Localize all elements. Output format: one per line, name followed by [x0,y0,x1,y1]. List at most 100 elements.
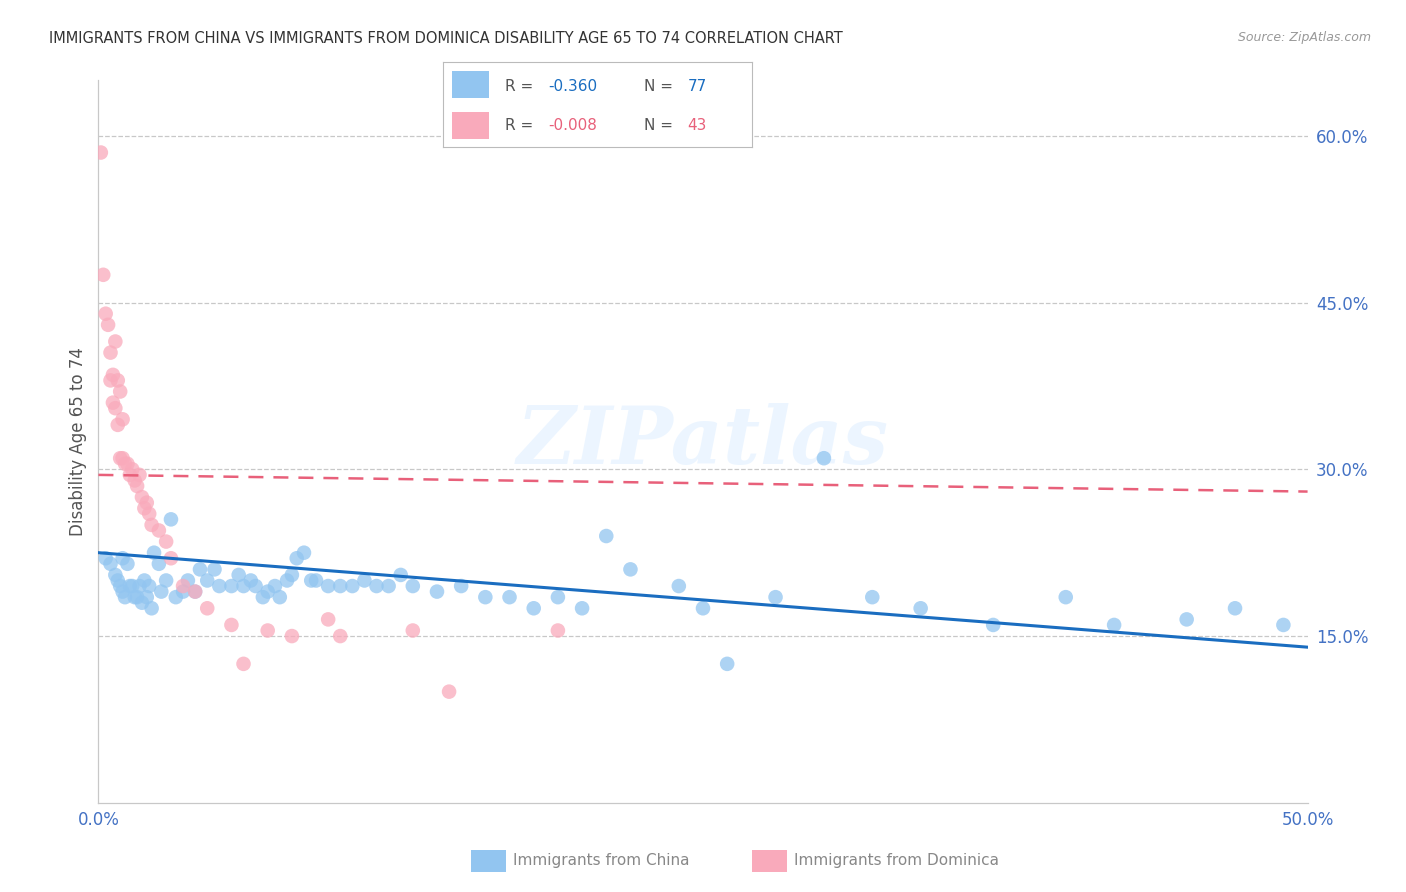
Point [114,457,136,471]
Point [94,551,117,566]
Point [692,601,714,615]
FancyBboxPatch shape [453,112,489,139]
Point [141,601,163,615]
Point [221,618,243,632]
Point [668,579,690,593]
Point [128,579,150,593]
Point [111,451,134,466]
Point [316,579,339,593]
Text: N =: N = [644,119,678,134]
Point [450,579,472,593]
Point [100,345,122,359]
Point [860,590,883,604]
Point [128,467,150,482]
Text: 77: 77 [688,78,706,94]
Point [221,579,243,593]
Point [523,601,546,615]
Point [402,579,425,593]
Point [148,524,170,538]
Point [342,579,364,593]
Point [124,474,146,488]
Point [91,268,114,282]
Point [402,624,425,638]
Point [121,579,143,593]
Point [195,574,218,588]
Point [172,579,194,593]
Point [131,490,153,504]
Point [114,590,136,604]
Point [353,574,375,588]
Point [281,568,304,582]
Point [232,579,254,593]
Point [94,307,117,321]
Point [108,579,131,593]
Point [299,574,322,588]
Point [276,574,298,588]
Point [104,401,127,416]
Point [90,145,112,160]
Point [1102,618,1125,632]
Point [134,501,156,516]
Point [252,590,274,604]
Point [377,579,399,593]
Point [1223,601,1246,615]
Point [150,584,173,599]
Point [143,546,166,560]
Point [117,457,139,471]
Point [474,590,496,604]
Point [269,590,291,604]
Point [118,467,141,482]
Point [1272,618,1295,632]
Point [1175,612,1198,626]
Point [256,624,278,638]
Point [97,318,120,332]
Point [389,568,412,582]
Point [111,551,134,566]
Point [165,590,187,604]
Point [264,579,287,593]
Point [118,579,141,593]
Point [104,568,127,582]
Point [329,579,352,593]
Point [100,373,122,387]
Point [765,590,787,604]
Point [117,557,139,571]
Point [172,584,194,599]
Point [426,584,449,599]
Text: -0.008: -0.008 [548,119,598,134]
Point [108,451,131,466]
Point [141,517,163,532]
Point [135,590,157,604]
Point [366,579,388,593]
Text: R =: R = [505,78,538,94]
Point [285,551,308,566]
Point [111,412,134,426]
Point [619,562,641,576]
Text: IMMIGRANTS FROM CHINA VS IMMIGRANTS FROM DOMINICA DISABILITY AGE 65 TO 74 CORREL: IMMIGRANTS FROM CHINA VS IMMIGRANTS FROM… [49,31,844,46]
Point [547,590,569,604]
Point [305,574,328,588]
Point [127,590,149,604]
Point [135,496,157,510]
Point [329,629,352,643]
Point [111,584,134,599]
Point [155,574,177,588]
Text: Immigrants from China: Immigrants from China [513,854,690,868]
Point [121,462,143,476]
Point [138,507,160,521]
Point [981,618,1004,632]
Point [571,601,593,615]
Point [107,373,129,387]
Point [127,479,149,493]
Point [107,417,129,432]
Point [208,579,231,593]
FancyBboxPatch shape [453,71,489,98]
Point [134,574,156,588]
Point [228,568,250,582]
Point [256,584,278,599]
Point [155,534,177,549]
Point [595,529,617,543]
Point [292,546,315,560]
Point [232,657,254,671]
Point [131,596,153,610]
